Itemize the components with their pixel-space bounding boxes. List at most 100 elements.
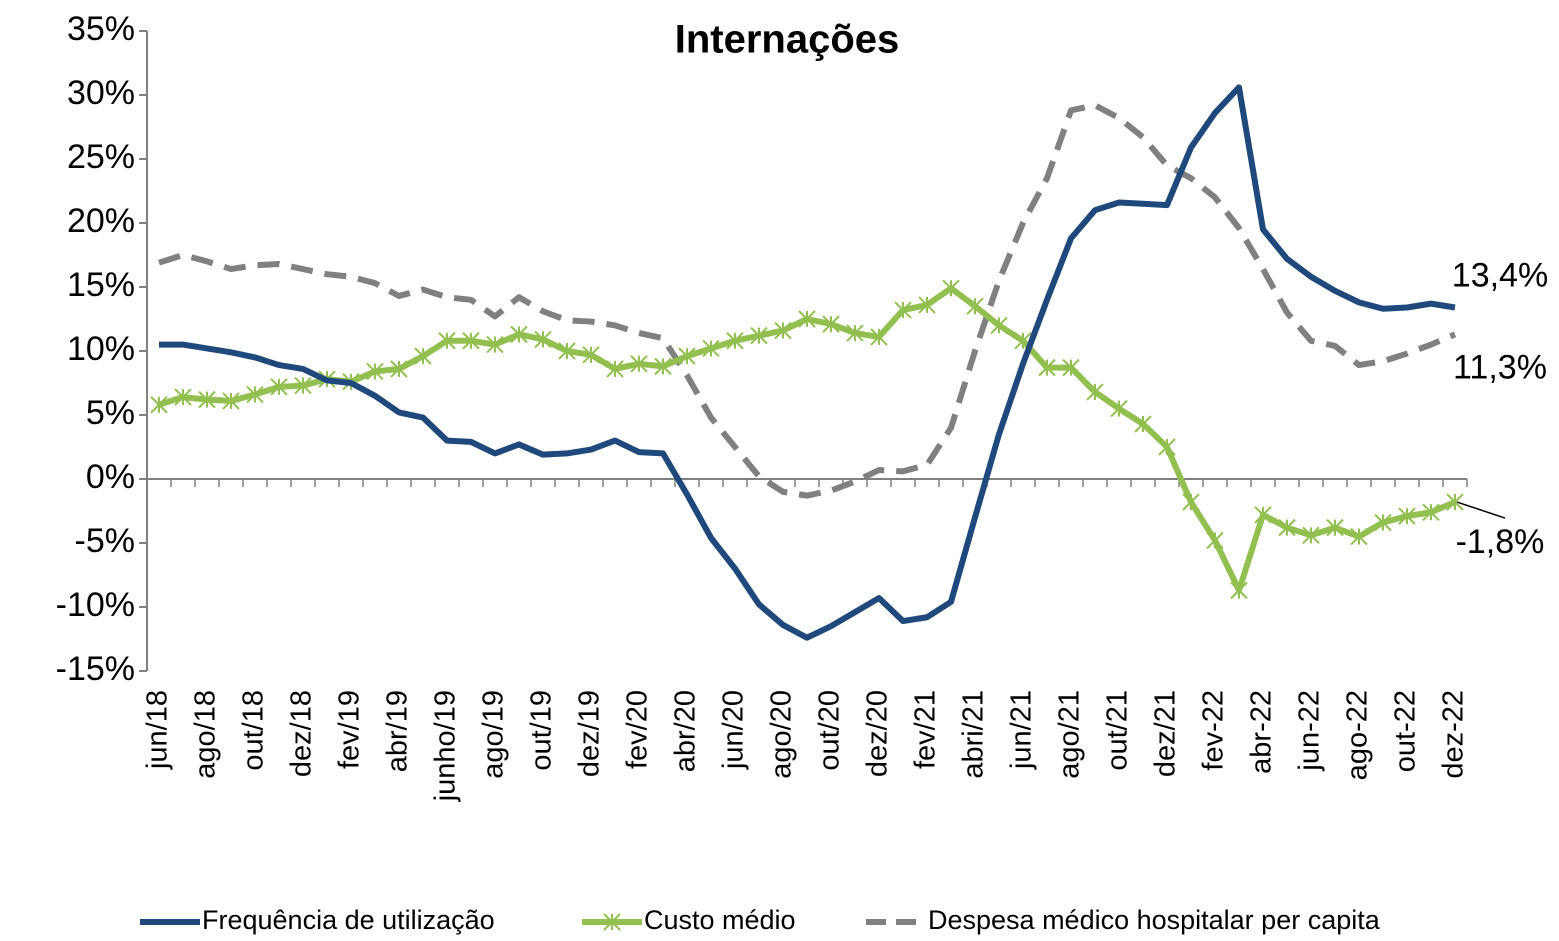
point-marker: [1374, 513, 1392, 532]
point-marker: [462, 332, 480, 350]
x-tick-label: fev/21: [910, 690, 942, 769]
x-tick-label: fev-22: [1198, 690, 1230, 771]
x-tick-label: out/21: [1102, 690, 1134, 771]
point-marker: [966, 297, 984, 315]
x-tick-label: junho/19: [430, 690, 462, 802]
x-tick-label: out/18: [238, 690, 270, 771]
point-marker: [1254, 506, 1272, 524]
point-marker: [1110, 399, 1128, 418]
x-tick-label: jun/21: [1006, 690, 1038, 770]
point-marker: [798, 310, 816, 328]
y-tick-label: 15%: [67, 266, 135, 304]
point-marker: [846, 324, 864, 342]
x-tick-label: dez-22: [1438, 690, 1470, 779]
y-tick-label: -10%: [56, 586, 135, 624]
y-tick-label: 30%: [67, 74, 135, 112]
point-marker: [414, 347, 432, 365]
point-marker: [702, 339, 720, 358]
point-marker: [1182, 493, 1200, 511]
y-tick-label: -15%: [56, 650, 135, 688]
x-tick-label: ago/21: [1054, 690, 1086, 779]
point-marker: [174, 388, 192, 406]
point-marker: [1158, 438, 1176, 456]
y-tick-label: 25%: [67, 138, 135, 176]
point-marker: [246, 385, 264, 404]
x-tick-label: jun/18: [142, 690, 174, 770]
x-tick-label: dez/21: [1150, 690, 1182, 777]
y-tick-label: 5%: [86, 394, 135, 432]
point-marker: [222, 392, 240, 410]
point-marker: [270, 378, 288, 396]
point-marker: [1326, 518, 1344, 537]
y-tick-label: 20%: [67, 202, 135, 240]
legend-label: Despesa médico hospitalar per capita: [928, 905, 1381, 935]
point-marker: [1086, 383, 1104, 401]
x-tick-label: fev/19: [334, 690, 366, 769]
x-tick-label: ago/20: [766, 690, 798, 779]
legend-label: Frequência de utilização: [202, 905, 495, 935]
series-line: [159, 84, 1456, 641]
x-tick-label: abr/19: [382, 690, 414, 772]
series-line: [158, 285, 1457, 594]
y-tick-label: 10%: [67, 330, 135, 368]
point-marker: [603, 913, 621, 931]
x-tick-label: ago/18: [190, 690, 222, 779]
leader-line: [1456, 501, 1506, 519]
x-tick-label: out-22: [1390, 690, 1422, 772]
x-tick-label: dez/20: [862, 690, 894, 777]
x-tick-label: ago-22: [1342, 690, 1374, 780]
point-marker: [294, 376, 312, 395]
point-marker: [438, 332, 456, 350]
chart-title: Internações: [675, 18, 900, 62]
x-tick-label: fev/20: [622, 690, 654, 769]
point-marker: [486, 335, 504, 354]
end-label: 11,3%: [1453, 348, 1547, 386]
point-marker: [510, 325, 528, 344]
point-marker: [774, 321, 792, 340]
point-marker: [1398, 507, 1416, 525]
point-marker: [534, 330, 552, 349]
end-label: -1,8%: [1456, 523, 1545, 561]
point-marker: [990, 316, 1008, 335]
x-tick-label: out/19: [526, 690, 558, 771]
markers: [150, 279, 1464, 600]
point-marker: [894, 301, 912, 319]
point-marker: [822, 315, 840, 333]
point-marker: [1062, 358, 1080, 377]
x-tick-label: abr-22: [1246, 690, 1278, 774]
x-tick-label: abr/20: [670, 690, 702, 772]
y-tick-label: -5%: [75, 522, 135, 560]
point-marker: [1038, 358, 1056, 377]
point-marker: [1230, 581, 1248, 600]
end-label: 13,4%: [1452, 256, 1548, 294]
point-marker: [150, 396, 168, 414]
point-marker: [1278, 518, 1296, 537]
point-marker: [750, 326, 768, 345]
point-marker: [1422, 503, 1440, 521]
point-marker: [366, 362, 384, 381]
point-marker: [726, 332, 744, 350]
point-marker: [582, 346, 600, 364]
point-marker: [918, 296, 936, 314]
point-marker: [942, 279, 960, 297]
x-tick-label: out/20: [814, 690, 846, 771]
point-marker: [870, 328, 888, 346]
point-marker: [606, 360, 624, 378]
x-tick-label: dez/18: [286, 690, 318, 777]
x-tick-label: jun-22: [1294, 690, 1326, 772]
y-tick-label: 0%: [86, 458, 135, 496]
point-marker: [558, 342, 576, 360]
point-marker: [198, 390, 216, 409]
point-marker: [1446, 493, 1464, 511]
x-tick-label: jun/20: [718, 690, 750, 770]
point-marker: [390, 360, 408, 378]
x-tick-label: abri/21: [958, 690, 990, 779]
point-marker: [678, 347, 696, 365]
point-marker: [1134, 415, 1152, 433]
point-marker: [630, 355, 648, 373]
y-tick-label: 35%: [67, 10, 135, 48]
x-tick-label: ago/19: [478, 690, 510, 779]
point-marker: [1350, 527, 1368, 546]
point-marker: [1206, 531, 1224, 550]
